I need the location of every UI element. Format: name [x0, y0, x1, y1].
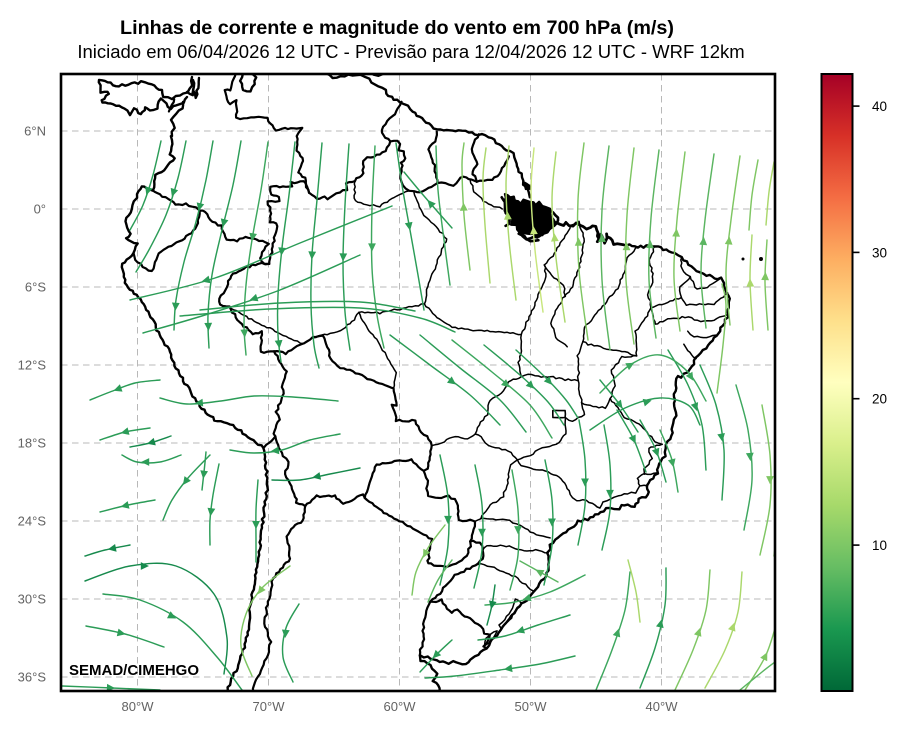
svg-text:12°S: 12°S	[18, 358, 47, 373]
svg-text:70°W: 70°W	[253, 699, 286, 714]
svg-text:Linhas de corrente e magnitude: Linhas de corrente e magnitude do vento …	[120, 17, 674, 39]
svg-text:30°S: 30°S	[18, 592, 47, 607]
svg-text:40: 40	[872, 99, 887, 114]
svg-text:80°W: 80°W	[122, 699, 155, 714]
svg-text:24°S: 24°S	[18, 514, 47, 529]
svg-text:6°N: 6°N	[24, 124, 46, 139]
svg-text:SEMAD/CIMEHGO: SEMAD/CIMEHGO	[69, 662, 199, 679]
svg-text:60°W: 60°W	[384, 699, 417, 714]
svg-text:50°W: 50°W	[515, 699, 548, 714]
svg-text:10: 10	[872, 538, 887, 553]
svg-text:20: 20	[872, 392, 887, 407]
svg-text:Iniciado em 06/04/2026 12 UTC: Iniciado em 06/04/2026 12 UTC - Previsão…	[77, 41, 744, 62]
svg-text:30: 30	[872, 245, 887, 260]
svg-text:6°S: 6°S	[25, 280, 46, 295]
svg-text:36°S: 36°S	[18, 670, 47, 685]
svg-text:0°: 0°	[34, 202, 46, 217]
svg-text:40°W: 40°W	[646, 699, 679, 714]
svg-text:18°S: 18°S	[18, 436, 47, 451]
